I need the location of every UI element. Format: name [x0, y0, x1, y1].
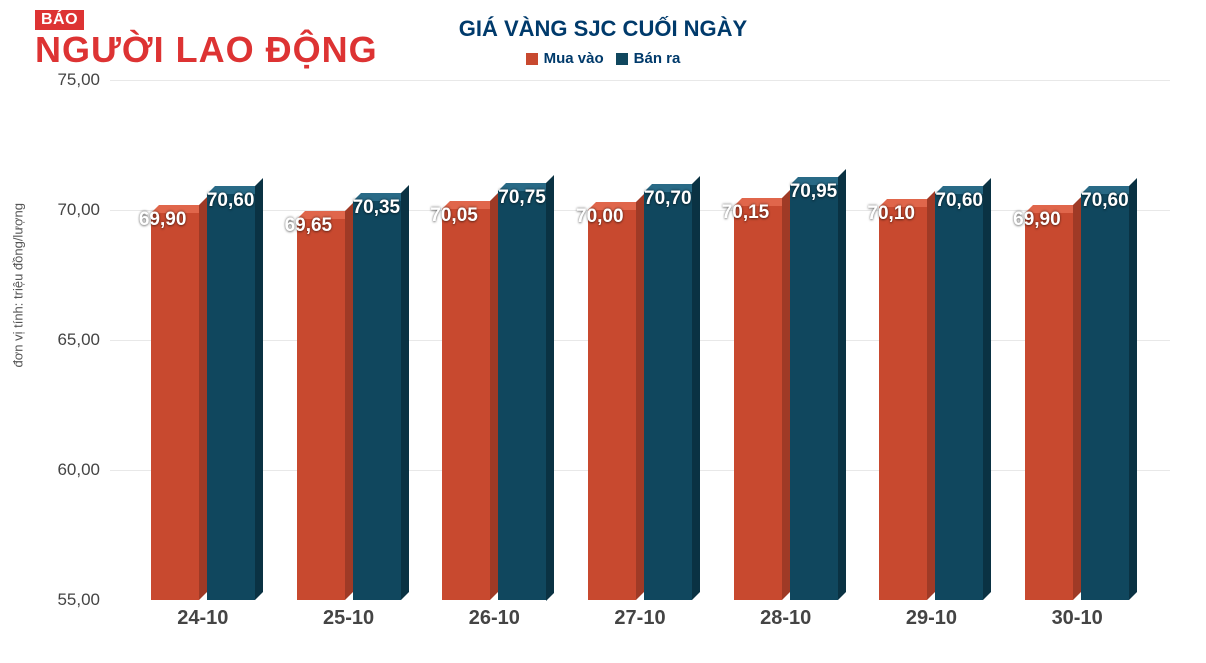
legend-item: Bán ra	[616, 50, 681, 67]
bar: 69,90	[1025, 213, 1073, 600]
bar: 70,10	[879, 207, 927, 600]
chart-plot-area: 55,0060,0065,0070,0075,0024-1069,9070,60…	[110, 80, 1170, 600]
bar: 70,95	[790, 185, 838, 600]
bar: 70,35	[353, 201, 401, 600]
y-tick-label: 60,00	[50, 460, 100, 480]
bar-value-label: 70,95	[790, 181, 838, 203]
bar: 70,60	[1081, 194, 1129, 600]
y-tick-label: 75,00	[50, 70, 100, 90]
bar-value-label: 70,00	[576, 206, 624, 228]
bar: 70,15	[734, 206, 782, 600]
bar-value-label: 70,60	[207, 190, 255, 212]
bar: 69,65	[297, 219, 345, 600]
x-tick-label: 25-10	[323, 607, 374, 630]
x-tick-label: 26-10	[469, 607, 520, 630]
bar: 70,75	[498, 191, 546, 601]
legend-swatch	[616, 53, 628, 65]
bar-value-label: 70,10	[867, 203, 915, 225]
x-tick-label: 28-10	[760, 607, 811, 630]
bar-value-label: 70,05	[430, 205, 478, 227]
legend-label: Bán ra	[634, 50, 681, 67]
chart-title: GIÁ VÀNG SJC CUỐI NGÀY	[0, 16, 1206, 42]
gridline	[110, 80, 1170, 81]
bar: 70,60	[207, 194, 255, 600]
bar-value-label: 69,65	[285, 215, 333, 237]
bar-value-label: 69,90	[1013, 209, 1061, 231]
bar-value-label: 69,90	[139, 209, 187, 231]
chart-legend: Mua vào Bán ra	[0, 50, 1206, 69]
bar-value-label: 70,15	[722, 202, 770, 224]
y-tick-label: 65,00	[50, 330, 100, 350]
legend-swatch	[526, 53, 538, 65]
bar: 70,70	[644, 192, 692, 600]
bar-value-label: 70,35	[353, 197, 401, 219]
bar: 70,60	[935, 194, 983, 600]
bar: 69,90	[151, 213, 199, 600]
bar: 70,05	[442, 209, 490, 600]
y-tick-label: 55,00	[50, 590, 100, 610]
bar-value-label: 70,75	[498, 187, 546, 209]
x-tick-label: 29-10	[906, 607, 957, 630]
x-tick-label: 24-10	[177, 607, 228, 630]
legend-label: Mua vào	[544, 50, 604, 67]
legend-item: Mua vào	[526, 50, 604, 67]
bar-value-label: 70,60	[935, 190, 983, 212]
y-tick-label: 70,00	[50, 200, 100, 220]
y-axis-title: đơn vị tính: triệu đồng/lượng	[11, 203, 26, 368]
bar-value-label: 70,70	[644, 188, 692, 210]
bar-value-label: 70,60	[1081, 190, 1129, 212]
x-tick-label: 27-10	[614, 607, 665, 630]
x-tick-label: 30-10	[1052, 607, 1103, 630]
bar: 70,00	[588, 210, 636, 600]
